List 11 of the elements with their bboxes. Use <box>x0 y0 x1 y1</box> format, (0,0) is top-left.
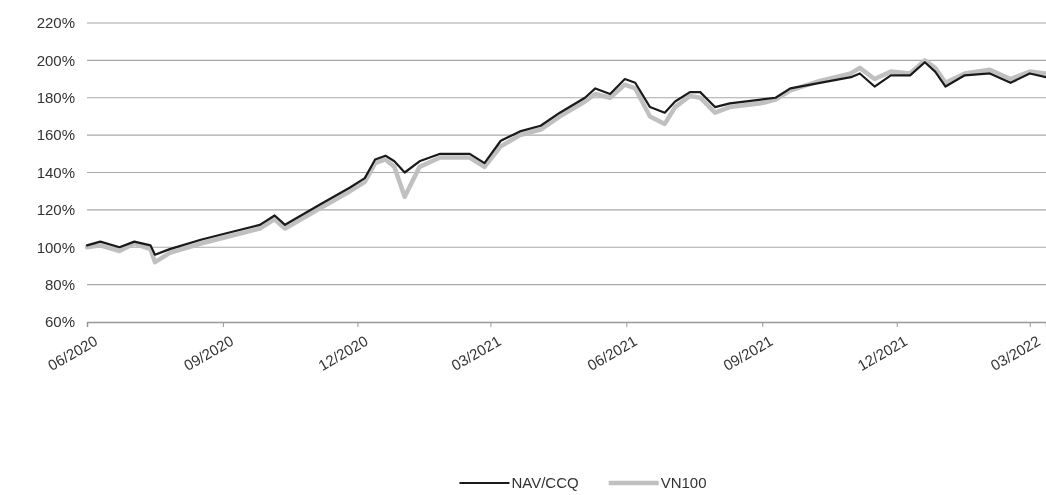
y-tick-label: 60% <box>44 313 75 331</box>
y-tick-label: 140% <box>36 163 75 181</box>
y-tick-label: 200% <box>36 51 75 69</box>
y-tick-label: 120% <box>36 201 75 219</box>
y-tick-label: 160% <box>36 126 75 144</box>
y-tick-label: 100% <box>36 238 75 256</box>
y-tick-label: 180% <box>36 89 75 107</box>
legend-label: NAV/CCQ <box>511 474 579 491</box>
y-tick-label: 220% <box>36 14 75 32</box>
y-tick-label: 80% <box>44 275 75 293</box>
legend-label: VN100 <box>660 474 707 491</box>
